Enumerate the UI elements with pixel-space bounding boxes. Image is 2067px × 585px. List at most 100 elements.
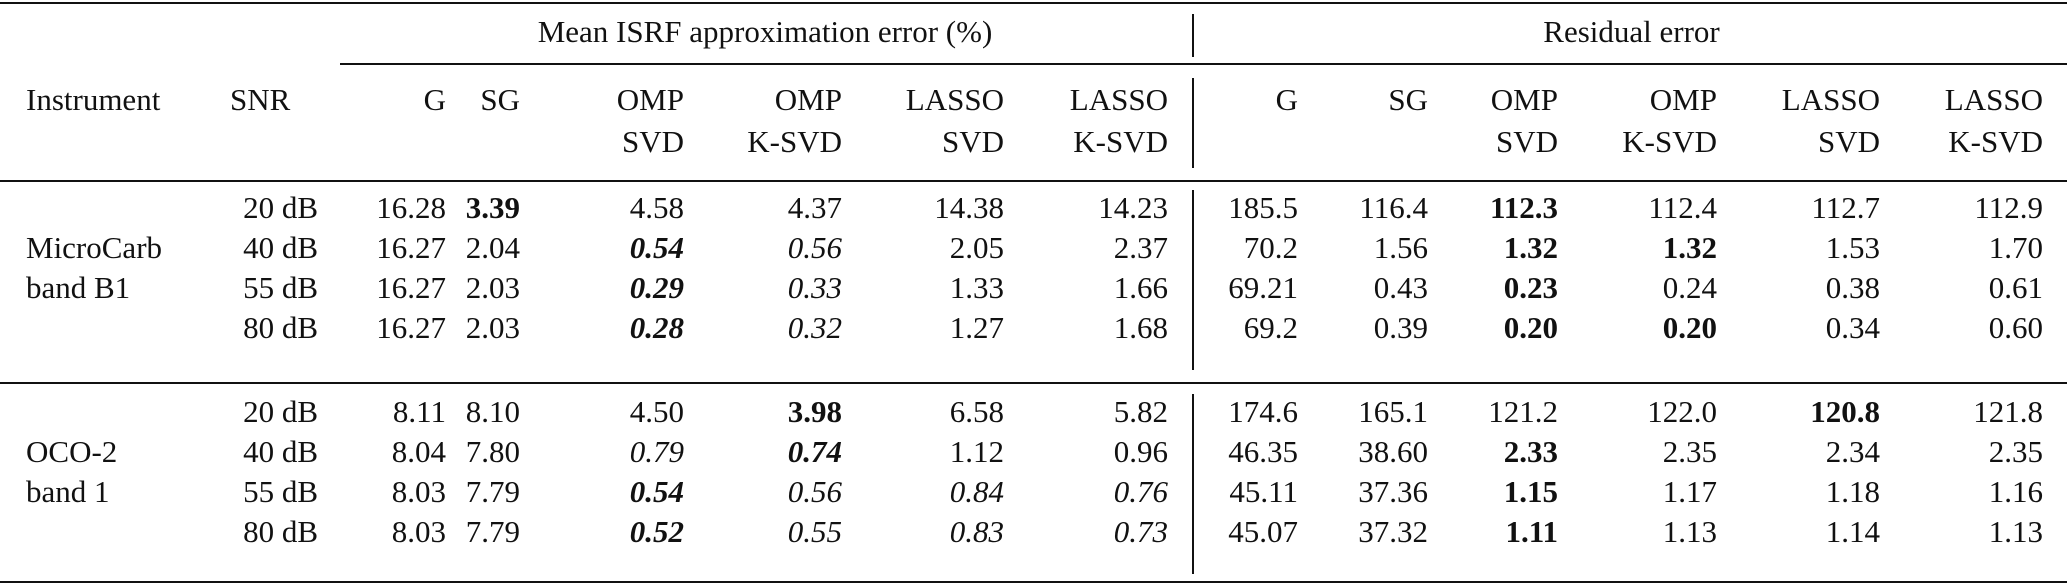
- header-separator: [1192, 78, 1194, 168]
- residual-error-cell: 38.60: [1358, 434, 1428, 469]
- residual-error-cell: 112.4: [1648, 190, 1717, 225]
- section-divider-rule: [0, 382, 2067, 384]
- snr-cell: 80 dB: [243, 514, 318, 549]
- residual-error-cell: 112.3: [1489, 190, 1558, 225]
- isrf-error-cell: 4.37: [787, 190, 842, 225]
- isrf-error-cell: 14.23: [1098, 190, 1168, 225]
- isrf-error-cell: 3.39: [465, 190, 520, 225]
- section2-separator: [1192, 394, 1194, 574]
- residual-error-cell: 1.70: [1988, 230, 2043, 265]
- isrf-error-cell: 1.66: [1113, 270, 1168, 305]
- method-header: LASSO: [1781, 82, 1880, 117]
- instrument-name: MicroCarb: [26, 230, 163, 265]
- residual-error-cell: 2.35: [1662, 434, 1717, 469]
- isrf-error-cell: 0.32: [787, 310, 842, 345]
- isrf-error-cell: 0.96: [1113, 434, 1168, 469]
- instrument-name: OCO-2: [26, 434, 118, 469]
- isrf-error-cell: 6.58: [949, 394, 1004, 429]
- isrf-error-cell: 0.56: [787, 474, 842, 509]
- instrument-column-header: Instrument: [26, 82, 161, 117]
- isrf-error-cell: 0.28: [629, 310, 684, 345]
- section1-separator: [1192, 190, 1194, 370]
- method-header-sub: SVD: [941, 124, 1004, 159]
- residual-error-cell: 1.16: [1988, 474, 2043, 509]
- isrf-error-cell: 7.80: [465, 434, 520, 469]
- snr-column-header: SNR: [230, 82, 291, 117]
- residual-error-cell: 174.6: [1228, 394, 1298, 429]
- isrf-error-cell: 2.03: [465, 270, 520, 305]
- isrf-error-cell: 16.27: [376, 310, 446, 345]
- isrf-error-cell: 0.55: [787, 514, 842, 549]
- residual-error-cell: 0.61: [1988, 270, 2043, 305]
- isrf-error-cell: 0.33: [787, 270, 842, 305]
- isrf-error-cell: 2.03: [465, 310, 520, 345]
- method-header-sub: SVD: [1817, 124, 1880, 159]
- residual-error-cell: 1.13: [1988, 514, 2043, 549]
- isrf-error-cell: 7.79: [465, 474, 520, 509]
- isrf-error-cell: 1.27: [949, 310, 1004, 345]
- snr-cell: 20 dB: [243, 394, 318, 429]
- isrf-error-cell: 4.50: [629, 394, 684, 429]
- residual-error-cell: 0.23: [1503, 270, 1558, 305]
- isrf-error-cell: 0.74: [787, 434, 842, 469]
- residual-error-cell: 185.5: [1228, 190, 1298, 225]
- group-rule: [340, 63, 2067, 65]
- isrf-error-cell: 16.28: [376, 190, 446, 225]
- residual-error-cell: 122.0: [1647, 394, 1717, 429]
- instrument-name: band B1: [26, 270, 131, 305]
- isrf-error-cell: 14.38: [934, 190, 1004, 225]
- isrf-group-header: Mean ISRF approximation error (%): [537, 14, 993, 49]
- isrf-error-cell: 1.12: [949, 434, 1004, 469]
- method-header: G: [423, 82, 446, 117]
- residual-error-cell: 45.11: [1229, 474, 1298, 509]
- isrf-error-cell: 2.05: [949, 230, 1004, 265]
- isrf-error-cell: 0.54: [629, 474, 684, 509]
- residual-error-cell: 0.20: [1662, 310, 1717, 345]
- method-header: OMP: [774, 82, 842, 117]
- isrf-error-cell: 0.84: [949, 474, 1004, 509]
- method-header-sub: SVD: [621, 124, 684, 159]
- residual-error-cell: 165.1: [1358, 394, 1428, 429]
- isrf-error-cell: 8.03: [391, 514, 446, 549]
- residual-error-cell: 1.14: [1825, 514, 1880, 549]
- method-header: OMP: [616, 82, 684, 117]
- residual-error-cell: 121.8: [1973, 394, 2043, 429]
- residual-error-cell: 1.32: [1503, 230, 1558, 265]
- isrf-error-cell: 0.76: [1113, 474, 1168, 509]
- residual-error-cell: 0.34: [1825, 310, 1880, 345]
- method-header: SG: [1388, 82, 1428, 117]
- isrf-error-cell: 1.68: [1113, 310, 1168, 345]
- isrf-error-cell: 16.27: [376, 230, 446, 265]
- residual-error-cell: 45.07: [1228, 514, 1298, 549]
- method-header-sub: K-SVD: [1622, 124, 1717, 159]
- method-header: OMP: [1649, 82, 1717, 117]
- isrf-error-cell: 0.73: [1113, 514, 1168, 549]
- isrf-error-cell: 8.04: [391, 434, 446, 469]
- residual-error-cell: 0.38: [1825, 270, 1880, 305]
- method-header-sub: K-SVD: [747, 124, 842, 159]
- residual-error-cell: 37.32: [1358, 514, 1428, 549]
- isrf-error-cell: 16.27: [376, 270, 446, 305]
- residual-error-cell: 112.9: [1974, 190, 2043, 225]
- snr-cell: 80 dB: [243, 310, 318, 345]
- residual-error-cell: 2.34: [1825, 434, 1880, 469]
- method-header: G: [1275, 82, 1298, 117]
- isrf-error-cell: 3.98: [787, 394, 842, 429]
- residual-error-cell: 116.4: [1359, 190, 1428, 225]
- method-header: LASSO: [1944, 82, 2043, 117]
- residual-error-cell: 1.15: [1503, 474, 1558, 509]
- snr-cell: 55 dB: [243, 474, 318, 509]
- residual-error-cell: 1.17: [1662, 474, 1717, 509]
- residual-error-cell: 2.33: [1503, 434, 1558, 469]
- isrf-error-cell: 8.10: [465, 394, 520, 429]
- isrf-error-cell: 1.33: [949, 270, 1004, 305]
- residual-error-cell: 1.13: [1662, 514, 1717, 549]
- method-header: SG: [480, 82, 520, 117]
- residual-error-cell: 69.21: [1228, 270, 1298, 305]
- isrf-error-cell: 0.29: [629, 270, 684, 305]
- header-bottom-rule: [0, 180, 2067, 182]
- residual-error-cell: 46.35: [1228, 434, 1298, 469]
- residual-error-cell: 37.36: [1358, 474, 1428, 509]
- residual-group-header: Residual error: [1543, 14, 1720, 49]
- residual-error-cell: 1.56: [1373, 230, 1428, 265]
